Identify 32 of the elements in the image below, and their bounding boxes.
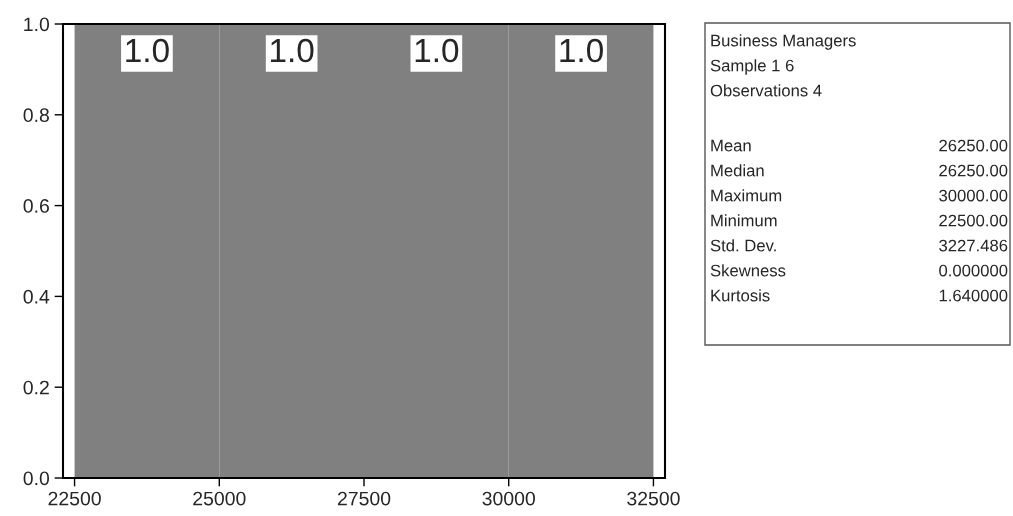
y-tick-label: 0.4 (23, 289, 50, 304)
text: 3227.486 (939, 239, 1008, 252)
text: Sample 1 6 (710, 59, 794, 75)
text: Business Managers (711, 34, 856, 50)
y-tick-label: 1.0 (24, 17, 50, 32)
y-tick-label: 0.6 (23, 199, 49, 213)
x-tick-label: 30000 (482, 491, 535, 506)
text: Maximum (711, 189, 782, 202)
text: 30000.00 (939, 189, 1008, 202)
text: Mean (711, 139, 751, 152)
data-label: 1.0 (126, 38, 169, 63)
y-tick-label: 0.0 (23, 471, 50, 486)
text: Minimum (711, 214, 777, 227)
text: Skewness (710, 264, 786, 277)
data-label: 1.0 (271, 38, 314, 63)
data-label: 1.0 (415, 38, 459, 63)
y-tick-label: 0.8 (23, 108, 49, 123)
x-tick-label: 27500 (337, 491, 391, 506)
text: 26250.00 (939, 164, 1008, 177)
text: Kurtosis (711, 289, 770, 302)
text: Observations 4 (710, 84, 822, 97)
text: 26250.00 (939, 139, 1008, 152)
data-label: 1.0 (560, 38, 603, 63)
text: Median (711, 164, 764, 177)
x-tick-label: 22500 (48, 491, 101, 506)
x-tick-label: 25000 (193, 491, 246, 506)
text: Std. Dev. (710, 239, 776, 252)
text: 0.000000 (939, 264, 1008, 277)
text: 1.640000 (939, 289, 1008, 302)
x-tick-label: 32500 (627, 491, 680, 506)
text: 22500.00 (939, 214, 1008, 227)
y-tick-label: 0.2 (23, 380, 49, 395)
